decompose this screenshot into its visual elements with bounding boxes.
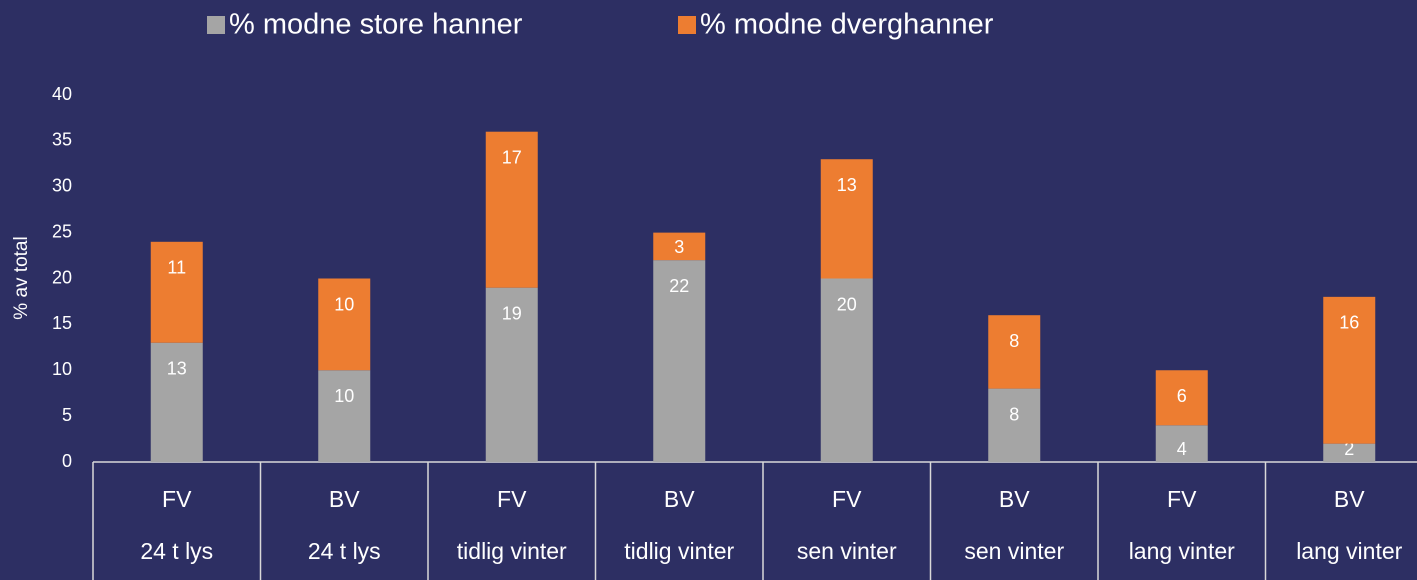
legend-swatch	[207, 16, 225, 34]
data-label: 20	[837, 294, 857, 314]
bar-segment	[1155, 370, 1208, 426]
x-tick-label: FV	[497, 486, 527, 512]
data-label: 13	[837, 175, 857, 195]
y-tick-label: 10	[52, 359, 72, 379]
x-group-label: sen vinter	[964, 538, 1064, 564]
bar-segment	[988, 315, 1041, 389]
bar-segment	[150, 241, 203, 343]
data-label: 3	[674, 237, 684, 257]
data-label: 8	[1009, 404, 1019, 424]
y-tick-label: 25	[52, 221, 72, 241]
y-tick-label: 15	[52, 313, 72, 333]
legend-swatch	[678, 16, 696, 34]
y-tick-label: 0	[62, 451, 72, 471]
data-label: 4	[1177, 439, 1187, 459]
bar-segment	[318, 278, 371, 371]
data-label: 10	[334, 294, 354, 314]
y-tick-label: 5	[62, 405, 72, 425]
x-tick-label: FV	[1167, 486, 1197, 512]
legend-label: % modne store hanner	[229, 9, 523, 41]
y-tick-label: 40	[52, 84, 72, 104]
x-group-label: lang vinter	[1129, 538, 1235, 564]
data-label: 2	[1344, 439, 1354, 459]
x-group-label: lang vinter	[1296, 538, 1402, 564]
data-label: 16	[1339, 313, 1359, 333]
y-tick-label: 20	[52, 267, 72, 287]
bar-segment	[150, 342, 203, 462]
data-label: 19	[502, 303, 522, 323]
bar-segment	[1323, 443, 1376, 462]
x-tick-label: BV	[329, 486, 360, 512]
y-tick-label: 30	[52, 176, 72, 196]
bar-segment	[1155, 425, 1208, 462]
bar-segment	[988, 388, 1041, 462]
bar-segment	[653, 232, 706, 261]
bar-segment	[1323, 296, 1376, 444]
x-tick-label: BV	[664, 486, 695, 512]
x-tick-label: BV	[999, 486, 1030, 512]
data-label: 11	[167, 258, 186, 278]
x-group-label: tidlig vinter	[624, 538, 734, 564]
bar-segment	[485, 287, 538, 462]
legend-label: % modne dverghanner	[700, 9, 994, 41]
data-label: 17	[502, 147, 522, 167]
bar-segment	[318, 370, 371, 462]
data-label: 8	[1009, 331, 1019, 351]
y-axis-title: % av total	[11, 236, 32, 319]
bar-segment	[653, 260, 706, 462]
x-tick-label: BV	[1334, 486, 1365, 512]
x-group-label: tidlig vinter	[457, 538, 567, 564]
data-label: 6	[1177, 386, 1187, 406]
x-group-label: sen vinter	[797, 538, 897, 564]
data-label: 22	[669, 276, 689, 296]
bar-segment	[820, 159, 873, 279]
data-label: 13	[167, 358, 187, 378]
data-label: 10	[334, 386, 354, 406]
x-tick-label: FV	[162, 486, 192, 512]
x-group-label: 24 t lys	[140, 538, 213, 564]
bar-segment	[820, 278, 873, 462]
x-group-label: 24 t lys	[308, 538, 381, 564]
x-tick-label: FV	[832, 486, 862, 512]
y-tick-label: 35	[52, 130, 72, 150]
bar-segment	[485, 131, 538, 288]
